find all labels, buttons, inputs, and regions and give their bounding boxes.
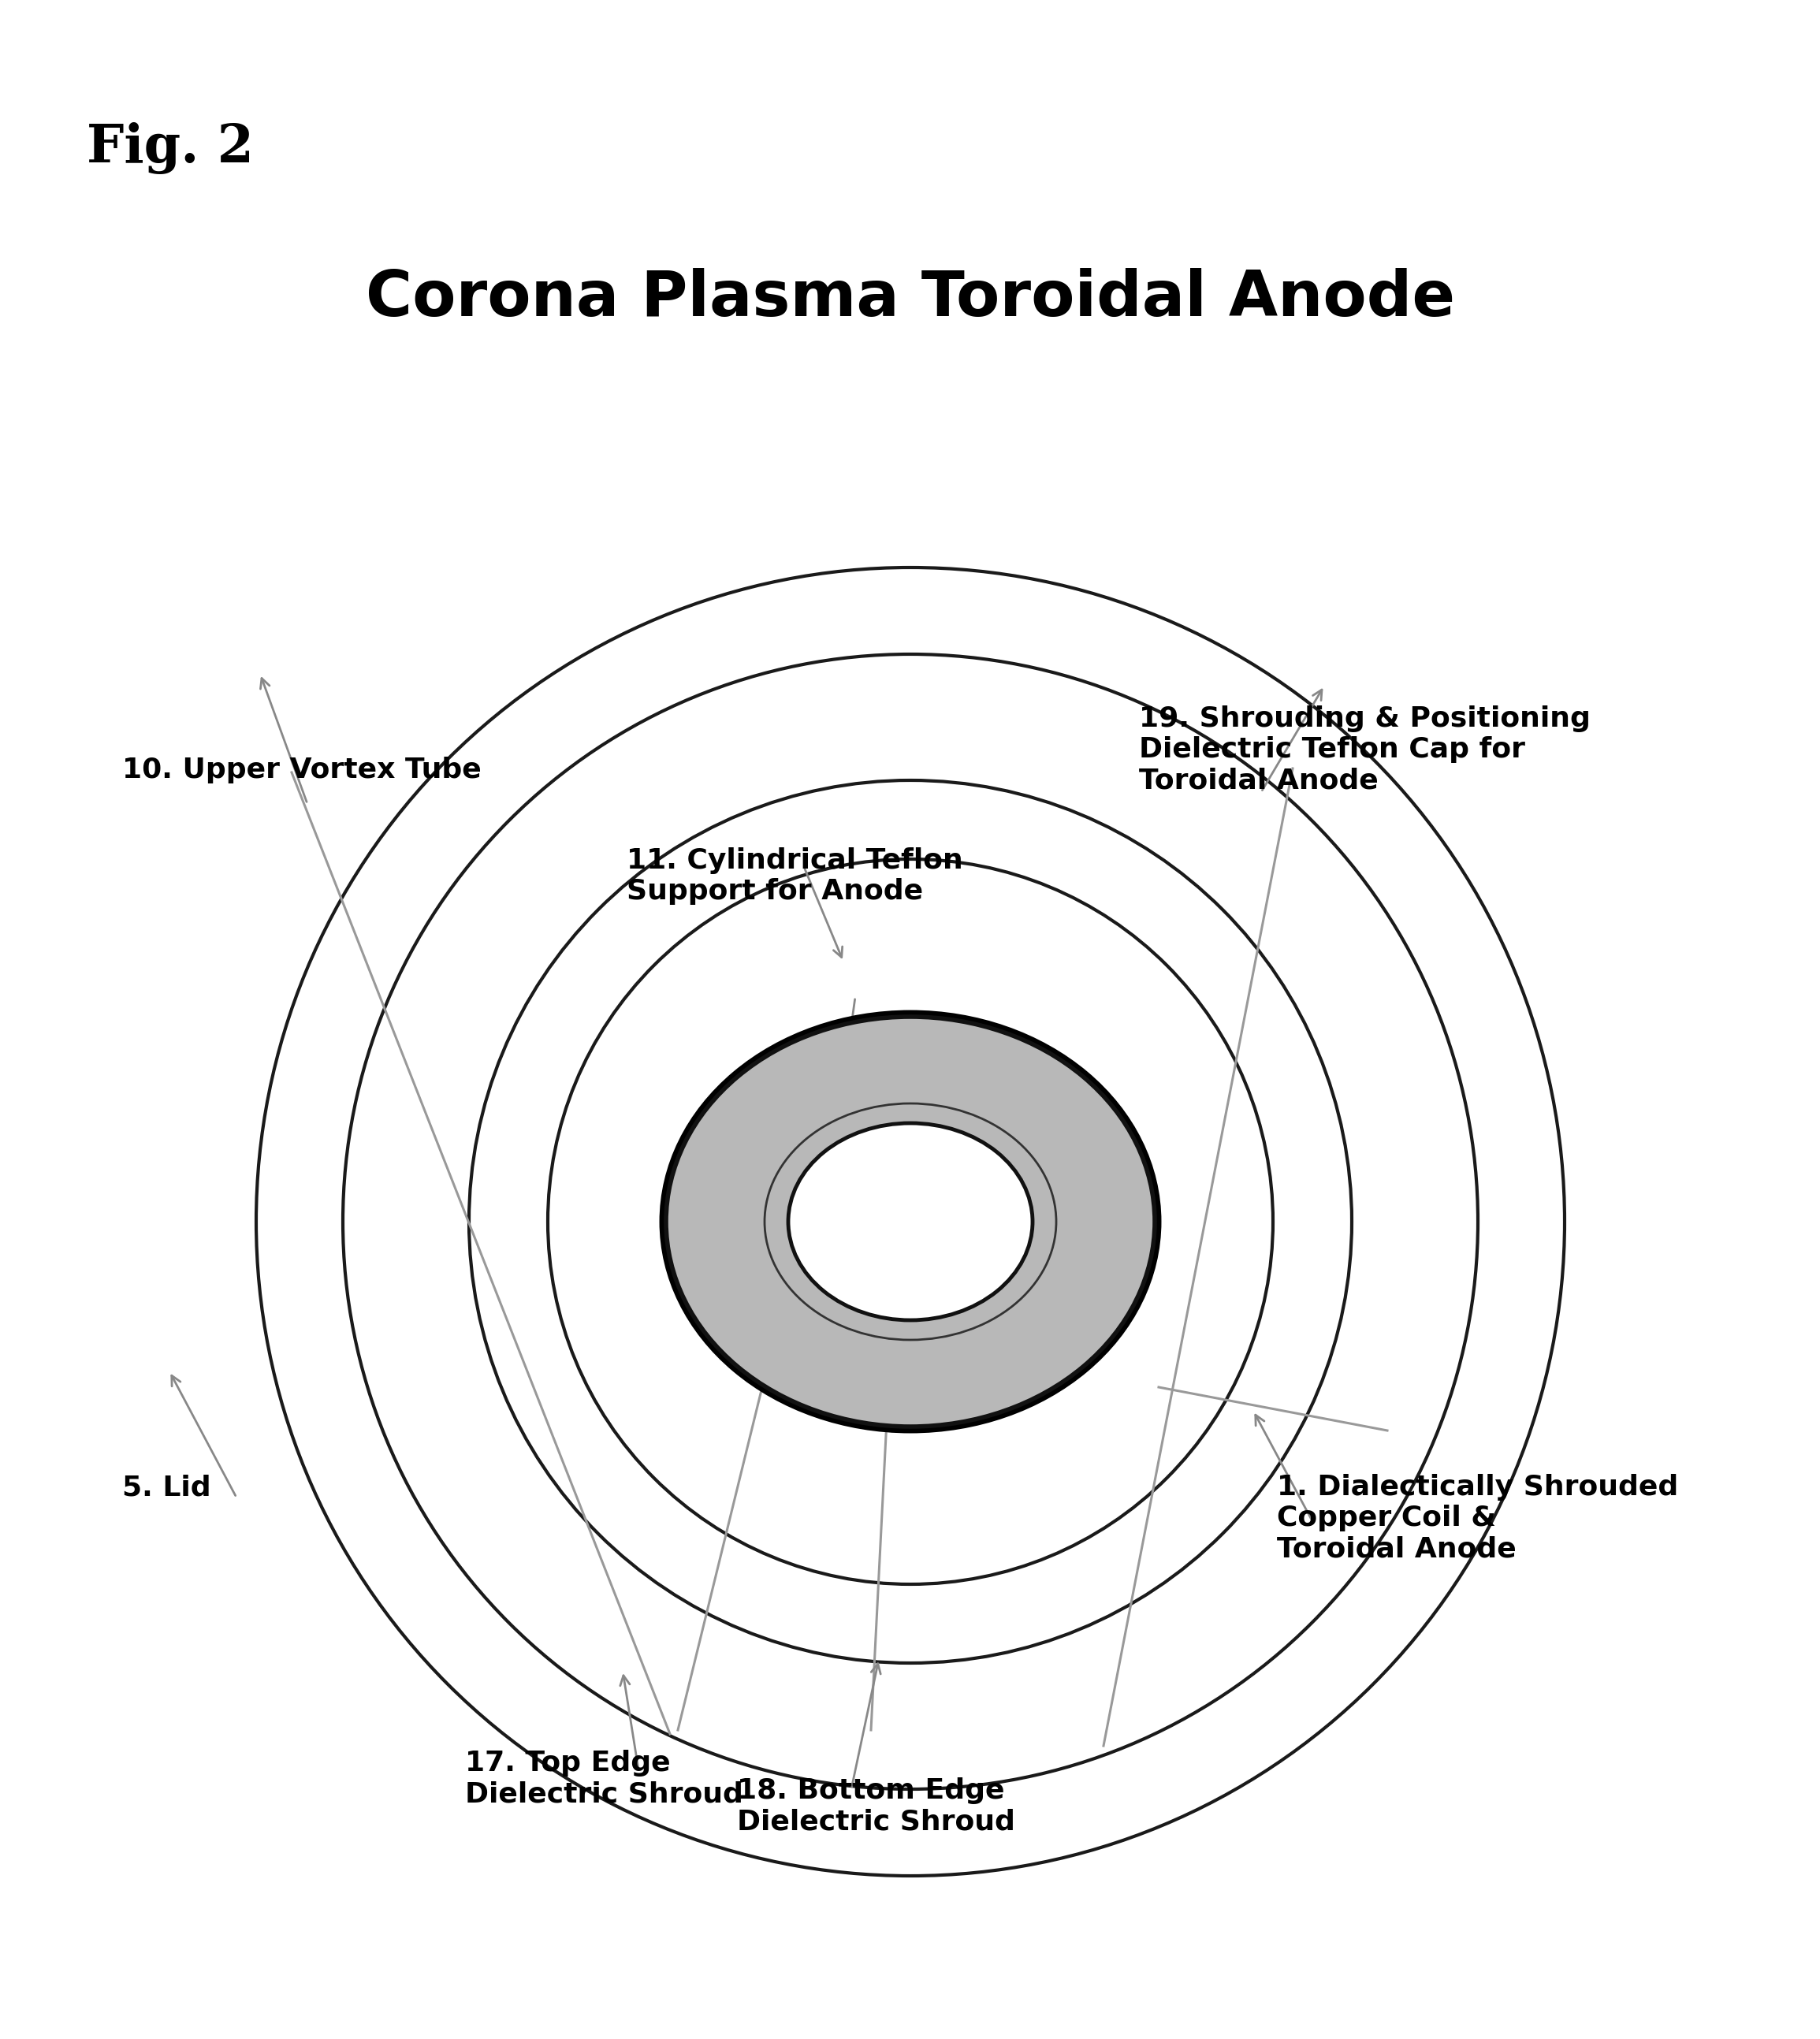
Text: Corona Plasma Toroidal Anode: Corona Plasma Toroidal Anode — [366, 267, 1454, 330]
Text: 5. Lid: 5. Lid — [122, 1474, 211, 1501]
Text: 18. Bottom Edge
Dielectric Shroud: 18. Bottom Edge Dielectric Shroud — [737, 1778, 1016, 1835]
Ellipse shape — [666, 1017, 1154, 1427]
Text: 1. Dialectically Shrouded
Copper Coil &
Toroidal Anode: 1. Dialectically Shrouded Copper Coil & … — [1278, 1474, 1678, 1562]
Ellipse shape — [788, 1123, 1032, 1319]
Text: 19. Shrouding & Positioning
Dielectric Teflon Cap for
Toroidal Anode: 19. Shrouding & Positioning Dielectric T… — [1139, 705, 1591, 795]
Text: Fig. 2: Fig. 2 — [87, 122, 253, 173]
Text: 17. Top Edge
Dielectric Shroud: 17. Top Edge Dielectric Shroud — [466, 1749, 743, 1809]
Text: 10. Upper Vortex Tube: 10. Upper Vortex Tube — [122, 756, 482, 783]
Text: 11. Cylindrical Teflon
Support for Anode: 11. Cylindrical Teflon Support for Anode — [626, 848, 963, 905]
